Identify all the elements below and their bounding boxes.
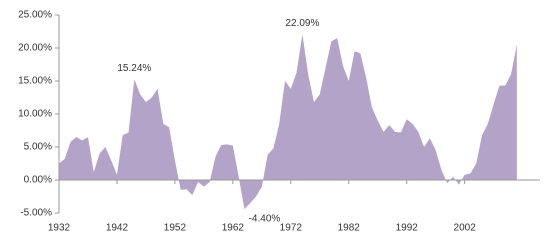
area [59, 34, 517, 210]
y-tick-label: 20.00% [18, 43, 52, 54]
x-tick-label: 1972 [280, 223, 303, 234]
x-tick-label: 1932 [48, 223, 71, 234]
data-label: 22.09% [285, 18, 319, 29]
x-tick-label: 1952 [164, 223, 187, 234]
data-label: 15.24% [117, 63, 151, 74]
y-tick-label: 5.00% [24, 142, 52, 153]
data-label: -4.40% [249, 214, 281, 225]
y-tick-label: 25.00% [18, 10, 52, 21]
y-tick-label: -5.00% [20, 208, 52, 219]
x-tick-label: 1992 [396, 223, 419, 234]
y-tick-label: 0.00% [24, 175, 52, 186]
y-tick-label: 15.00% [18, 76, 52, 87]
x-tick-label: 1962 [222, 223, 245, 234]
x-tick-label: 2002 [454, 223, 477, 234]
x-tick-label: 1942 [106, 223, 129, 234]
y-tick-label: 10.00% [18, 109, 52, 120]
x-tick-label: 1982 [338, 223, 361, 234]
